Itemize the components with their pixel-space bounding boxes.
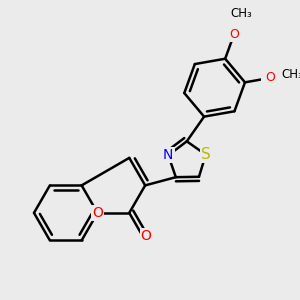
Text: O: O <box>141 229 152 243</box>
Text: O: O <box>265 71 275 84</box>
Text: N: N <box>163 148 173 162</box>
Text: CH₃: CH₃ <box>281 68 300 81</box>
Text: O: O <box>229 28 239 41</box>
Text: O: O <box>92 206 103 220</box>
Text: CH₃: CH₃ <box>231 8 252 20</box>
Text: S: S <box>201 147 211 162</box>
